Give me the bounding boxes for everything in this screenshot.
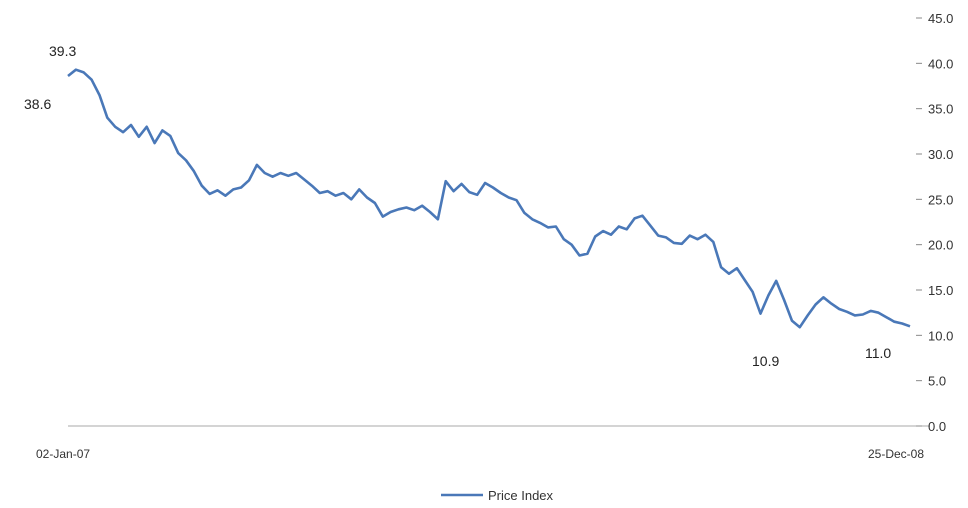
y-axis: 0.0 5.0 10.0 15.0 20.0 25.0 30.0 35.0 40.0 45.0 <box>916 11 953 434</box>
y-tick-label: 35.0 <box>928 102 953 117</box>
y-tick-label: 10.0 <box>928 328 953 343</box>
legend-label: Price Index <box>488 488 554 503</box>
last-value-label: 11.0 <box>865 345 891 361</box>
x-end-label: 25-Dec-08 <box>868 447 924 461</box>
x-start-label: 02-Jan-07 <box>36 447 90 461</box>
min-value-label: 10.9 <box>752 353 779 369</box>
first-value-label: 38.6 <box>24 96 51 112</box>
price-index-line <box>67 68 911 329</box>
y-tick-label: 40.0 <box>928 56 953 71</box>
max-value-label: 39.3 <box>49 43 76 59</box>
y-tick-label: 25.0 <box>928 192 953 207</box>
y-tick-label: 20.0 <box>928 238 953 253</box>
y-tick-label: 5.0 <box>928 374 946 389</box>
y-tick-label: 15.0 <box>928 283 953 298</box>
y-tick-label: 45.0 <box>928 11 953 26</box>
y-tick-label: 0.0 <box>928 419 946 434</box>
legend: Price Index <box>441 488 554 503</box>
y-tick-label: 30.0 <box>928 147 953 162</box>
